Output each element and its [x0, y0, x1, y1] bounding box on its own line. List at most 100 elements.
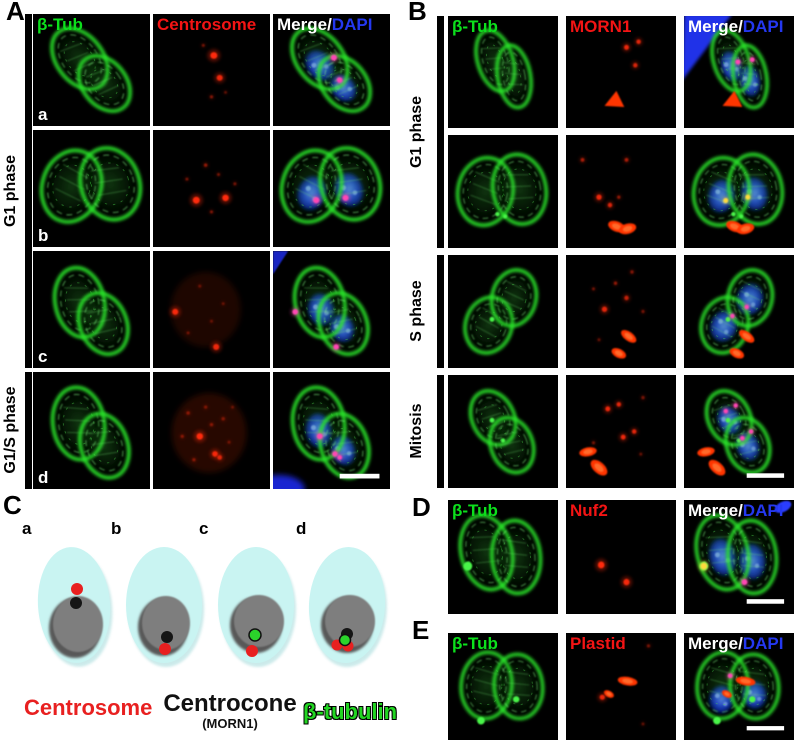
- column-header-beta-tub: β-Tub: [452, 17, 498, 36]
- panel-b-mitosis-phase-label: Mitosis: [408, 403, 425, 459]
- panel-d-row1-merge-image: Merge/DAPI: [684, 500, 794, 614]
- panel-d-letter: D: [412, 492, 431, 522]
- scale-bar: [746, 726, 785, 731]
- panel-a-row1-merge-image: Merge/DAPI: [273, 14, 390, 126]
- column-header-red-marker: Plastid: [570, 634, 626, 653]
- scale-bar: [746, 473, 785, 478]
- panel-a-g1-phase-bar: [25, 14, 32, 368]
- micrograph-svg: [153, 130, 270, 247]
- micrograph-svg: [684, 633, 794, 740]
- micrograph-svg: [273, 251, 390, 368]
- schematic-cell-b-label: b: [111, 519, 122, 538]
- column-header-beta-tub: β-Tub: [452, 501, 498, 520]
- panel-b-row3-green-image: [448, 255, 558, 368]
- panel-e-row1-merge-image: Merge/DAPI: [684, 633, 794, 740]
- schematic-cell-d-label: d: [296, 519, 307, 538]
- row-letter: c: [38, 347, 48, 366]
- micrograph-svg: [684, 255, 794, 368]
- panel-a-row1-red-image: Centrosome: [153, 14, 270, 126]
- panel-e-letter: E: [412, 615, 430, 645]
- micrograph-svg: [566, 500, 676, 614]
- red-dot: [159, 643, 171, 655]
- panel-e-micrograph-grid: β-Tub Plastid Merge/DAPI: [448, 633, 794, 740]
- micrograph-svg: [153, 14, 270, 126]
- panel-b-row1-green-image: β-Tub: [448, 16, 558, 128]
- micrograph-svg: [448, 500, 558, 614]
- merge-label-part: Merge/: [277, 15, 332, 34]
- panel-c-letter: C: [3, 490, 22, 520]
- micrograph-svg: [684, 375, 794, 488]
- red-dot: [246, 645, 258, 657]
- panel-a-micrograph-grid: β-Tub a Centrosome Merge/DAPI b c d: [33, 14, 390, 489]
- scale-bar: [339, 473, 380, 479]
- micrograph-svg: [448, 633, 558, 740]
- column-header-merge-dapi: Merge/DAPI: [688, 16, 783, 37]
- panel-b-row4-red-image: [566, 375, 676, 488]
- panel-d-micrograph-grid: β-Tub Nuf2 Merge/DAPI: [448, 500, 794, 614]
- scale-bar: [746, 599, 785, 604]
- column-header-merge-dapi: Merge/DAPI: [688, 500, 783, 521]
- micrograph-svg: [566, 375, 676, 488]
- panel-b-row3-red-image: [566, 255, 676, 368]
- panel-e-row1-green-image: β-Tub: [448, 633, 558, 740]
- micrograph-svg: [566, 16, 676, 128]
- legend-centrosome: Centrosome: [24, 695, 153, 720]
- panel-b-row4-merge-image: [684, 375, 794, 488]
- micrograph-svg: [448, 135, 558, 248]
- legend-centrocone: Centrocone (MORN1): [160, 690, 300, 731]
- micrograph-svg: [273, 130, 390, 247]
- panel-b-row4-green-image: [448, 375, 558, 488]
- merge-label-part: Merge/: [688, 634, 743, 653]
- panel-b-row1-red-image: MORN1: [566, 16, 676, 128]
- column-header-beta-tub: β-Tub: [37, 15, 83, 34]
- panel-e-row1-red-image: Plastid: [566, 633, 676, 740]
- column-header-beta-tub: β-Tub: [452, 634, 498, 653]
- panel-b-mitosis-phase-bar: [437, 375, 444, 488]
- green-dot: [338, 633, 352, 647]
- panel-b-row1-merge-image: Merge/DAPI: [684, 16, 794, 128]
- micrograph-svg: [153, 372, 270, 489]
- micrograph-svg: [153, 251, 270, 368]
- dapi-label-part: DAPI: [742, 17, 784, 36]
- panel-a-row3-green-image: c: [33, 251, 150, 368]
- row-letter: b: [38, 226, 49, 245]
- schematic-cell-d: [308, 547, 387, 668]
- panel-a-row1-green-image: β-Tub a: [33, 14, 150, 126]
- panel-a-row2-merge-image: [273, 130, 390, 247]
- micrograph-svg: [684, 135, 794, 248]
- panel-a-row2-green-image: b: [33, 130, 150, 247]
- merge-label-part: Merge/: [688, 501, 743, 520]
- panel-d-row1-red-image: Nuf2: [566, 500, 676, 614]
- red-dot: [71, 583, 83, 595]
- panel-b-s-phase-label: S phase: [408, 280, 425, 342]
- micrograph-svg: [448, 375, 558, 488]
- column-header-red-marker: MORN1: [570, 17, 632, 36]
- panel-b-row2-red-image: [566, 135, 676, 248]
- micrograph-svg: [448, 16, 558, 128]
- micrograph-svg: [273, 372, 390, 489]
- panel-b-row2-green-image: [448, 135, 558, 248]
- panel-a-row3-red-image: [153, 251, 270, 368]
- panel-a-g1s-phase-label: G1/S phase: [2, 386, 19, 474]
- schematic-cell-a: [37, 547, 113, 667]
- micrograph-svg: [684, 500, 794, 614]
- schematic-cell-c-label: c: [199, 519, 209, 538]
- schematic-cell-c: [218, 547, 296, 667]
- legend-centrocone-text: Centrocone: [163, 690, 297, 717]
- panel-a-row4-green-image: d: [33, 372, 150, 489]
- panel-a-row4-merge-image: [273, 372, 390, 489]
- micrograph-svg: [273, 14, 390, 126]
- panel-a-g1s-phase-bar: [25, 372, 32, 489]
- micrograph-svg: [33, 372, 150, 489]
- legend-beta-tubulin: β-tubulin: [303, 699, 398, 724]
- panel-b-letter: B: [408, 0, 427, 26]
- panel-b-g1-phase-label: G1 phase: [408, 95, 425, 169]
- row-letter: a: [38, 105, 48, 124]
- column-header-red-marker: Nuf2: [570, 501, 608, 520]
- panel-a-row4-red-image: [153, 372, 270, 489]
- column-header-merge-dapi: Merge/DAPI: [277, 14, 372, 35]
- merge-label-part: Merge/: [688, 17, 743, 36]
- legend-centrocone-subtext: (MORN1): [202, 716, 258, 731]
- panel-b-row3-merge-image: [684, 255, 794, 368]
